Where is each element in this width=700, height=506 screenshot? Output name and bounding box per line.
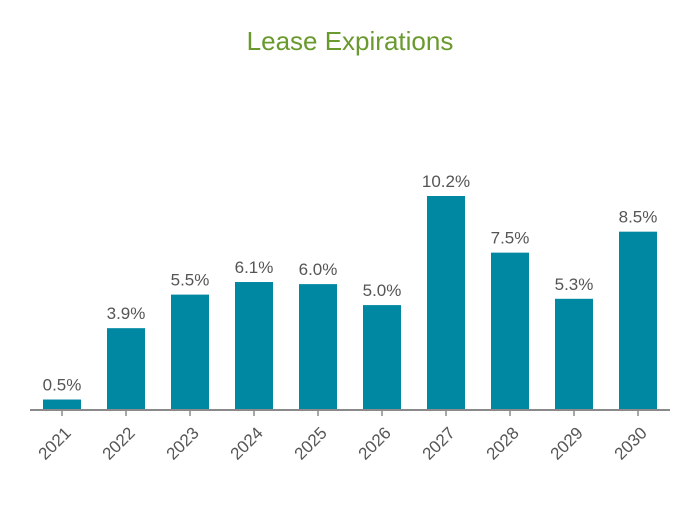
data-label-2023: 5.5%: [171, 271, 210, 290]
x-tick-label-2030: 2030: [611, 423, 651, 463]
x-tick-label-2022: 2022: [99, 423, 139, 463]
data-label-2027: 10.2%: [422, 172, 470, 191]
bar-2029: [555, 298, 593, 410]
x-tick-label-2023: 2023: [163, 423, 203, 463]
data-label-2024: 6.1%: [235, 258, 274, 277]
data-label-2028: 7.5%: [491, 229, 530, 248]
data-label-2029: 5.3%: [555, 275, 594, 294]
bar-2030: [619, 231, 657, 410]
bar-2022: [107, 328, 145, 410]
bar-2023: [171, 294, 209, 410]
x-tick-label-2027: 2027: [419, 423, 459, 463]
bar-2024: [235, 282, 273, 410]
x-tick-label-2025: 2025: [291, 423, 331, 463]
x-tick-label-2029: 2029: [547, 423, 587, 463]
x-tick-label-2024: 2024: [227, 423, 267, 463]
bar-2028: [491, 252, 529, 410]
chart-title: Lease Expirations: [246, 26, 454, 56]
data-label-2021: 0.5%: [43, 376, 82, 395]
data-label-2030: 8.5%: [619, 208, 658, 227]
bar-2021: [43, 399, 81, 410]
data-label-2025: 6.0%: [299, 260, 338, 279]
x-tick-label-2026: 2026: [355, 423, 395, 463]
bar-2027: [427, 196, 465, 410]
data-label-2022: 3.9%: [107, 304, 146, 323]
bar-2025: [299, 284, 337, 410]
x-tick-label-2021: 2021: [35, 423, 75, 463]
x-tick-label-2028: 2028: [483, 423, 523, 463]
data-label-2026: 5.0%: [363, 281, 402, 300]
bar-2026: [363, 305, 401, 410]
